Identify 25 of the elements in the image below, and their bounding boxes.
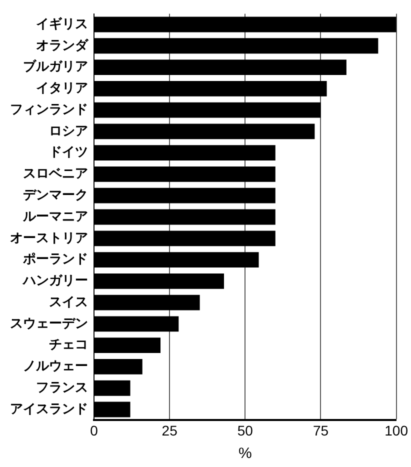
y-tick-label: アイスランド	[10, 402, 88, 417]
y-tick-label: ノルウェー	[23, 359, 88, 374]
y-tick-label: フランス	[36, 380, 88, 396]
x-tick-label: 100	[384, 422, 408, 438]
y-tick-label: ハンガリー	[22, 274, 88, 289]
x-tick-label: 75	[312, 422, 329, 438]
x-tick-label: 50	[237, 422, 254, 438]
x-axis-title: %	[238, 445, 252, 462]
y-tick-label: ロシア	[49, 124, 88, 139]
x-tick-label: 25	[162, 422, 178, 438]
y-tick-label: ドイツ	[49, 145, 88, 160]
y-tick-label: フィンランド	[10, 102, 88, 118]
y-tick-label: チェコ	[49, 338, 88, 353]
y-tick-label: スイス	[49, 294, 88, 310]
y-tick-label: イギリス	[36, 16, 88, 32]
y-tick-label: オランダ	[36, 38, 89, 54]
y-tick-label: オーストリア	[10, 230, 88, 246]
y-tick-label: イタリア	[36, 81, 88, 96]
y-tick-label: スロベニア	[23, 166, 88, 182]
y-tick-label: スウェーデン	[10, 316, 88, 332]
y-tick-label: ブルガリア	[23, 58, 88, 75]
y-tick-label: ポーランド	[22, 252, 88, 268]
y-tick-label: デンマーク	[23, 188, 88, 203]
y-tick-label: ルーマニア	[22, 209, 88, 224]
x-tick-label: 0	[90, 422, 98, 438]
